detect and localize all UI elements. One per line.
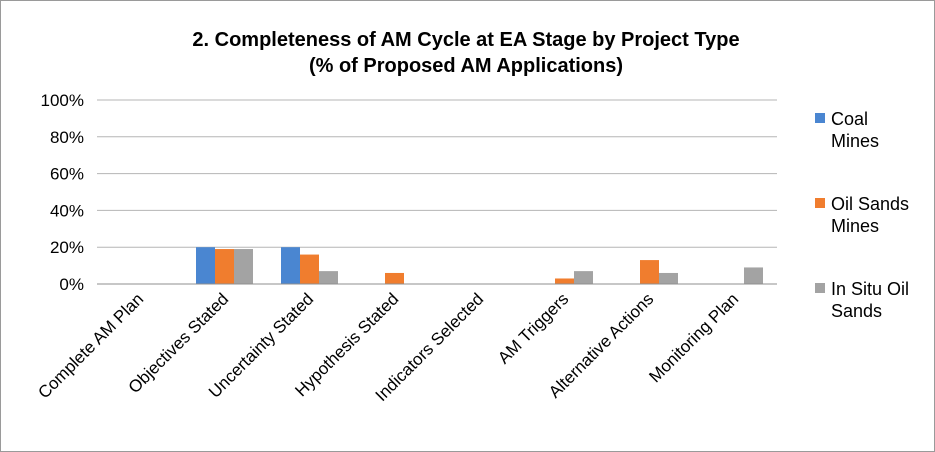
bar xyxy=(234,249,253,284)
legend-label: Oil Sands Mines xyxy=(831,194,909,236)
bar xyxy=(640,260,659,284)
y-tick-label: 0% xyxy=(59,275,84,294)
legend: Coal Mines Oil Sands Mines In Situ Oil Sands xyxy=(815,109,909,321)
bars xyxy=(196,247,763,284)
legend-swatch xyxy=(815,283,825,293)
bar xyxy=(300,254,319,284)
y-tick-label: 80% xyxy=(50,128,84,147)
category-label: Monitoring Plan xyxy=(645,289,742,386)
legend-swatch xyxy=(815,198,825,208)
y-axis-ticks: 0% 20% 40% 60% 80% 100% xyxy=(41,91,84,294)
bar xyxy=(196,247,215,284)
bar xyxy=(659,272,678,284)
y-tick-label: 20% xyxy=(50,238,84,257)
category-label: AM Triggers xyxy=(494,289,572,367)
bar xyxy=(281,247,300,284)
chart-subtitle: (% of Proposed AM Applications) xyxy=(309,55,623,77)
legend-label: In Situ Oil Sands xyxy=(831,279,909,321)
bar xyxy=(555,278,574,284)
bar xyxy=(319,271,338,284)
bar xyxy=(215,249,234,284)
gridlines xyxy=(97,99,777,248)
legend-label: Coal Mines xyxy=(831,109,879,151)
bar xyxy=(574,271,593,284)
y-tick-label: 100% xyxy=(41,91,84,110)
chart-title: 2. Completeness of AM Cycle at EA Stage … xyxy=(192,29,739,51)
y-tick-label: 40% xyxy=(50,201,84,220)
legend-swatch xyxy=(815,113,825,123)
bar xyxy=(744,267,763,284)
bar xyxy=(385,272,404,284)
y-tick-label: 60% xyxy=(50,165,84,184)
